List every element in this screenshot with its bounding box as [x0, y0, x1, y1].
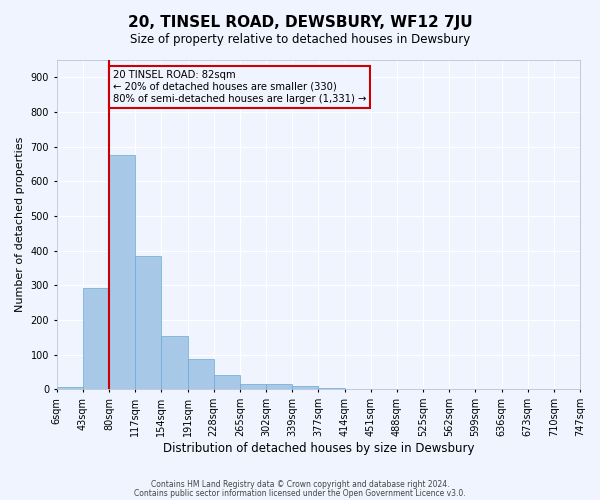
- Bar: [109, 156, 135, 390]
- Text: Contains HM Land Registry data © Crown copyright and database right 2024.: Contains HM Land Registry data © Crown c…: [151, 480, 449, 489]
- Bar: [292, 386, 319, 390]
- Y-axis label: Number of detached properties: Number of detached properties: [15, 137, 25, 312]
- Bar: [319, 388, 344, 390]
- Bar: [161, 336, 188, 390]
- Bar: [214, 376, 240, 390]
- Bar: [83, 288, 109, 390]
- Bar: [188, 360, 214, 390]
- Bar: [56, 386, 83, 390]
- Text: 20 TINSEL ROAD: 82sqm
← 20% of detached houses are smaller (330)
80% of semi-det: 20 TINSEL ROAD: 82sqm ← 20% of detached …: [113, 70, 367, 104]
- Bar: [266, 384, 292, 390]
- Text: 20, TINSEL ROAD, DEWSBURY, WF12 7JU: 20, TINSEL ROAD, DEWSBURY, WF12 7JU: [128, 15, 472, 30]
- Text: Contains public sector information licensed under the Open Government Licence v3: Contains public sector information licen…: [134, 489, 466, 498]
- Bar: [240, 384, 266, 390]
- Text: Size of property relative to detached houses in Dewsbury: Size of property relative to detached ho…: [130, 32, 470, 46]
- Bar: [135, 256, 161, 390]
- X-axis label: Distribution of detached houses by size in Dewsbury: Distribution of detached houses by size …: [163, 442, 474, 455]
